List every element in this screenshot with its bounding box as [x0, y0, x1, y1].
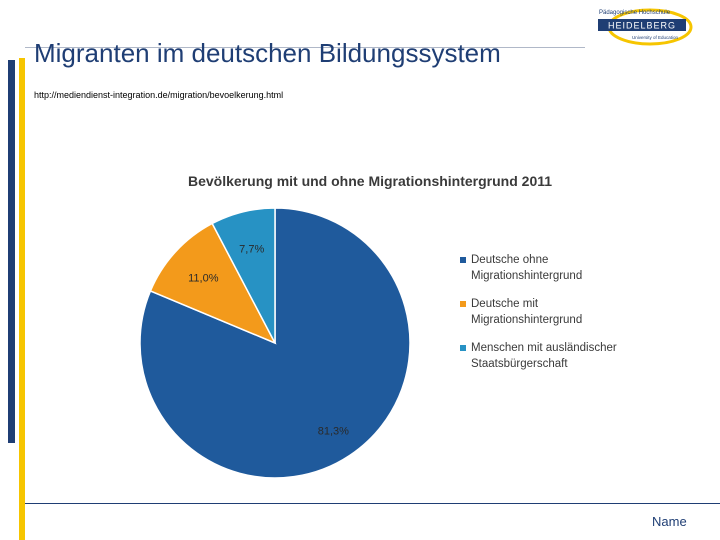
pie-slice	[211, 207, 276, 344]
left-accent-bar-navy	[8, 60, 15, 443]
legend-label: Migrationshintergrund	[471, 314, 582, 326]
legend-swatch	[460, 257, 466, 263]
logo-main-box	[598, 19, 686, 31]
chart-title: Bevölkerung mit und ohne Migrationshinte…	[188, 173, 552, 189]
legend: Deutsche ohne Migrationshintergrund Deutsc…	[460, 254, 617, 370]
legend-label: Deutsche ohne	[471, 254, 548, 266]
pie-slice	[149, 222, 277, 345]
slice-labels: 81,3% 11,0% 7,7%	[188, 244, 349, 438]
legend-swatch	[460, 345, 466, 351]
legend-label: Migrationshintergrund	[471, 270, 582, 282]
footer-rule	[25, 503, 720, 504]
footer-name: Name	[652, 514, 687, 529]
slice-label: 11,0%	[188, 272, 219, 284]
page-title: Migranten im deutschen Bildungssystem	[34, 38, 501, 68]
pie-slices	[139, 207, 411, 479]
left-accent-bar-gold	[19, 58, 25, 540]
slice-label: 7,7%	[239, 244, 264, 256]
legend-label: Staatsbürgerschaft	[471, 358, 568, 370]
header-rule	[25, 47, 585, 48]
university-logo: Pädagogische Hochschule HEIDELBERG Unive…	[598, 8, 693, 46]
logo-sub-text: University of Education	[632, 35, 679, 40]
logo-top-text: Pädagogische Hochschule	[599, 10, 671, 16]
source-url: http://mediendienst-integration.de/migra…	[34, 90, 284, 100]
slice-label: 81,3%	[318, 426, 349, 438]
legend-label: Menschen mit ausländischer	[471, 342, 617, 354]
pie-chart: Bevölkerung mit und ohne Migrationshinte…	[139, 173, 617, 479]
legend-label: Deutsche mit	[471, 298, 539, 310]
logo-main-text: HEIDELBERG	[608, 21, 676, 31]
legend-swatch	[460, 301, 466, 307]
